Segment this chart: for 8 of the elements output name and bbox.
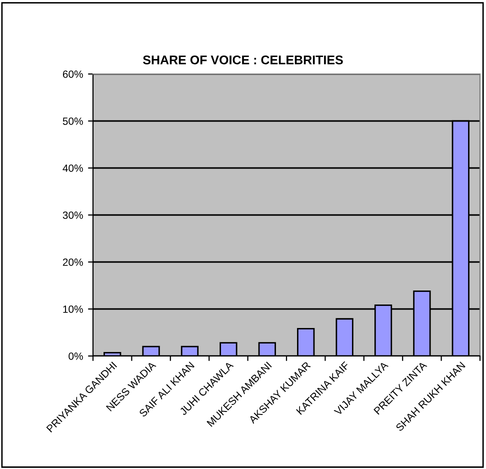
- y-tick-label: 40%: [62, 164, 83, 172]
- y-tick-label: 30%: [62, 212, 83, 219]
- chart-title: SHARE OF VOICE : CELEBRITIES: [143, 56, 343, 64]
- y-tick-label: 60%: [62, 70, 83, 78]
- y-tick-label: 0%: [68, 352, 83, 360]
- y-tick-label: 50%: [62, 118, 83, 125]
- y-tick-label: 20%: [62, 258, 83, 266]
- y-tick-label: 10%: [63, 306, 83, 313]
